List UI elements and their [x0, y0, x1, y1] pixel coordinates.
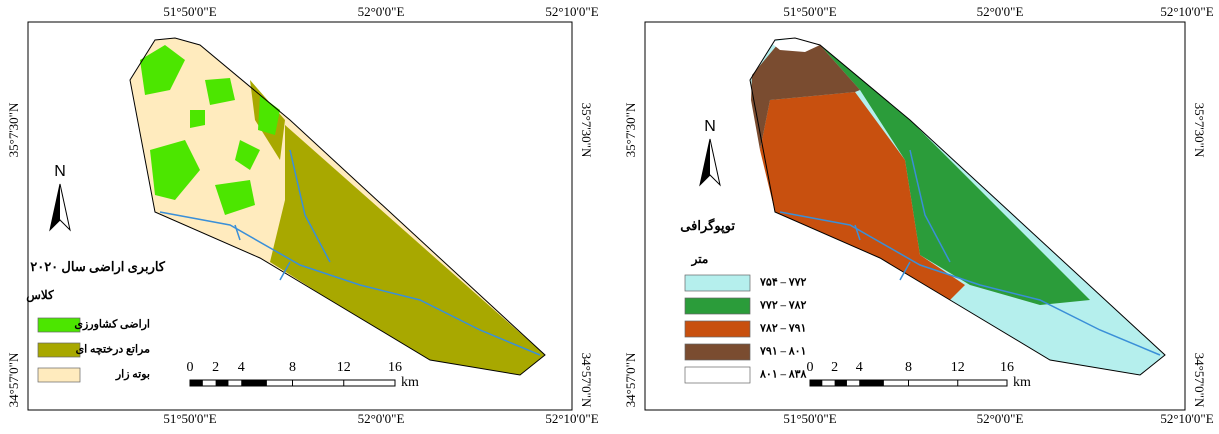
legend-subtitle: کلاس [26, 288, 54, 303]
scale-label: 8 [905, 360, 912, 375]
legend-title: کاربری اراضی سال ۲۰۲۰ [30, 259, 166, 275]
legend-label: ۸۰۱ – ۸۳۸ [759, 369, 807, 381]
scale-label: 2 [831, 360, 838, 375]
scale-segment [810, 380, 822, 386]
longitude-label: 51°50'0"E [783, 411, 836, 426]
legend-label: مراتع درختچه ای [76, 344, 151, 356]
scale-segment [835, 380, 847, 386]
land-class [270, 125, 545, 375]
scale-label: 0 [807, 360, 814, 375]
legend-label: ۷۹۱ – ۸۰۱ [759, 346, 806, 358]
map-area [130, 38, 545, 375]
scale-unit: km [1013, 375, 1031, 390]
latitude-label: 34°57'0"N [6, 352, 21, 407]
north-label: N [704, 118, 716, 135]
latitude-label: 34°57'0"N [1192, 353, 1207, 408]
latitude-label: 35°7'30"N [579, 103, 594, 158]
longitude-label: 52°10'0"E [1160, 411, 1213, 426]
scale-label: 12 [337, 360, 351, 375]
legend-subtitle: متر [691, 252, 709, 267]
latitude-label: 35°7'30"N [6, 102, 21, 157]
longitude-label: 51°50'0"E [163, 411, 216, 426]
legend-title: توپوگرافی [680, 217, 735, 234]
scale-segment [859, 380, 884, 386]
legend-label: اراضی کشاورزی [74, 319, 150, 331]
longitude-label: 51°50'0"E [783, 4, 836, 19]
scale-label: 16 [388, 360, 402, 375]
legend-label: ۷۵۴ – ۷۷۲ [759, 277, 807, 289]
map-panel: 51°50'0"E 51°50'0"E 52°0'0"E 52°0'0"E 52°10'… [623, 4, 1214, 426]
scale-segment [190, 380, 203, 386]
scale-segment [909, 380, 958, 386]
latitude-label: 34°57'0"N [579, 353, 594, 408]
legend-swatch [685, 321, 750, 337]
scale-label: 8 [289, 360, 296, 375]
latitude-label: 34°57'0"N [623, 352, 638, 407]
scale-label: 12 [951, 360, 965, 375]
scale-segment [293, 380, 344, 386]
scale-segment [241, 380, 267, 386]
scale-label: 4 [856, 360, 863, 375]
longitude-label: 52°0'0"E [358, 4, 405, 19]
legend-swatch [685, 344, 750, 360]
legend-label: ۷۷۲ – ۷۸۲ [759, 300, 807, 312]
latitude-label: 35°7'30"N [1192, 103, 1207, 158]
longitude-label: 52°0'0"E [977, 4, 1024, 19]
longitude-label: 51°50'0"E [163, 4, 216, 19]
legend-swatch [38, 343, 80, 357]
map-area [750, 38, 1165, 375]
scale-label: 16 [1000, 360, 1014, 375]
scale-label: 2 [212, 360, 219, 375]
land-class [190, 110, 205, 128]
latitude-label: 35°7'30"N [623, 102, 638, 157]
scale-segment [216, 380, 229, 386]
legend-label: بوته زار [115, 369, 150, 381]
legend-label: ۷۸۲ – ۷۹۱ [759, 323, 806, 335]
longitude-label: 52°0'0"E [358, 411, 405, 426]
longitude-label: 52°0'0"E [977, 411, 1024, 426]
legend-swatch [38, 368, 80, 382]
longitude-label: 52°10'0"E [1160, 4, 1213, 19]
scale-label: 0 [187, 360, 194, 375]
legend-swatch [685, 367, 750, 383]
longitude-label: 52°10'0"E [545, 4, 598, 19]
scale-unit: km [401, 375, 419, 390]
longitude-label: 52°10'0"E [545, 411, 598, 426]
map-panel: 51°50'0"E 51°50'0"E 52°0'0"E 52°0'0"E 52°10'… [6, 4, 599, 426]
scale-label: 4 [238, 360, 245, 375]
page: 51°50'0"E 51°50'0"E 52°0'0"E 52°0'0"E 52°10'… [0, 0, 1219, 434]
legend-swatch [685, 275, 750, 291]
legend-swatch [685, 298, 750, 314]
north-label: N [54, 163, 66, 180]
